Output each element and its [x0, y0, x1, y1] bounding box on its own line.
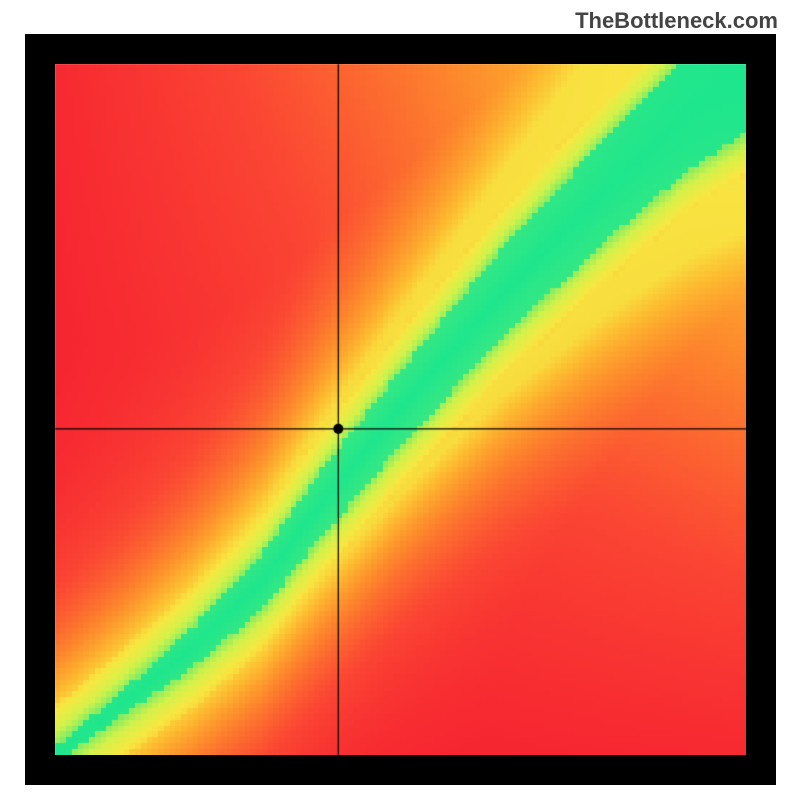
- watermark-text: TheBottleneck.com: [575, 8, 778, 34]
- plot-border: [25, 34, 776, 785]
